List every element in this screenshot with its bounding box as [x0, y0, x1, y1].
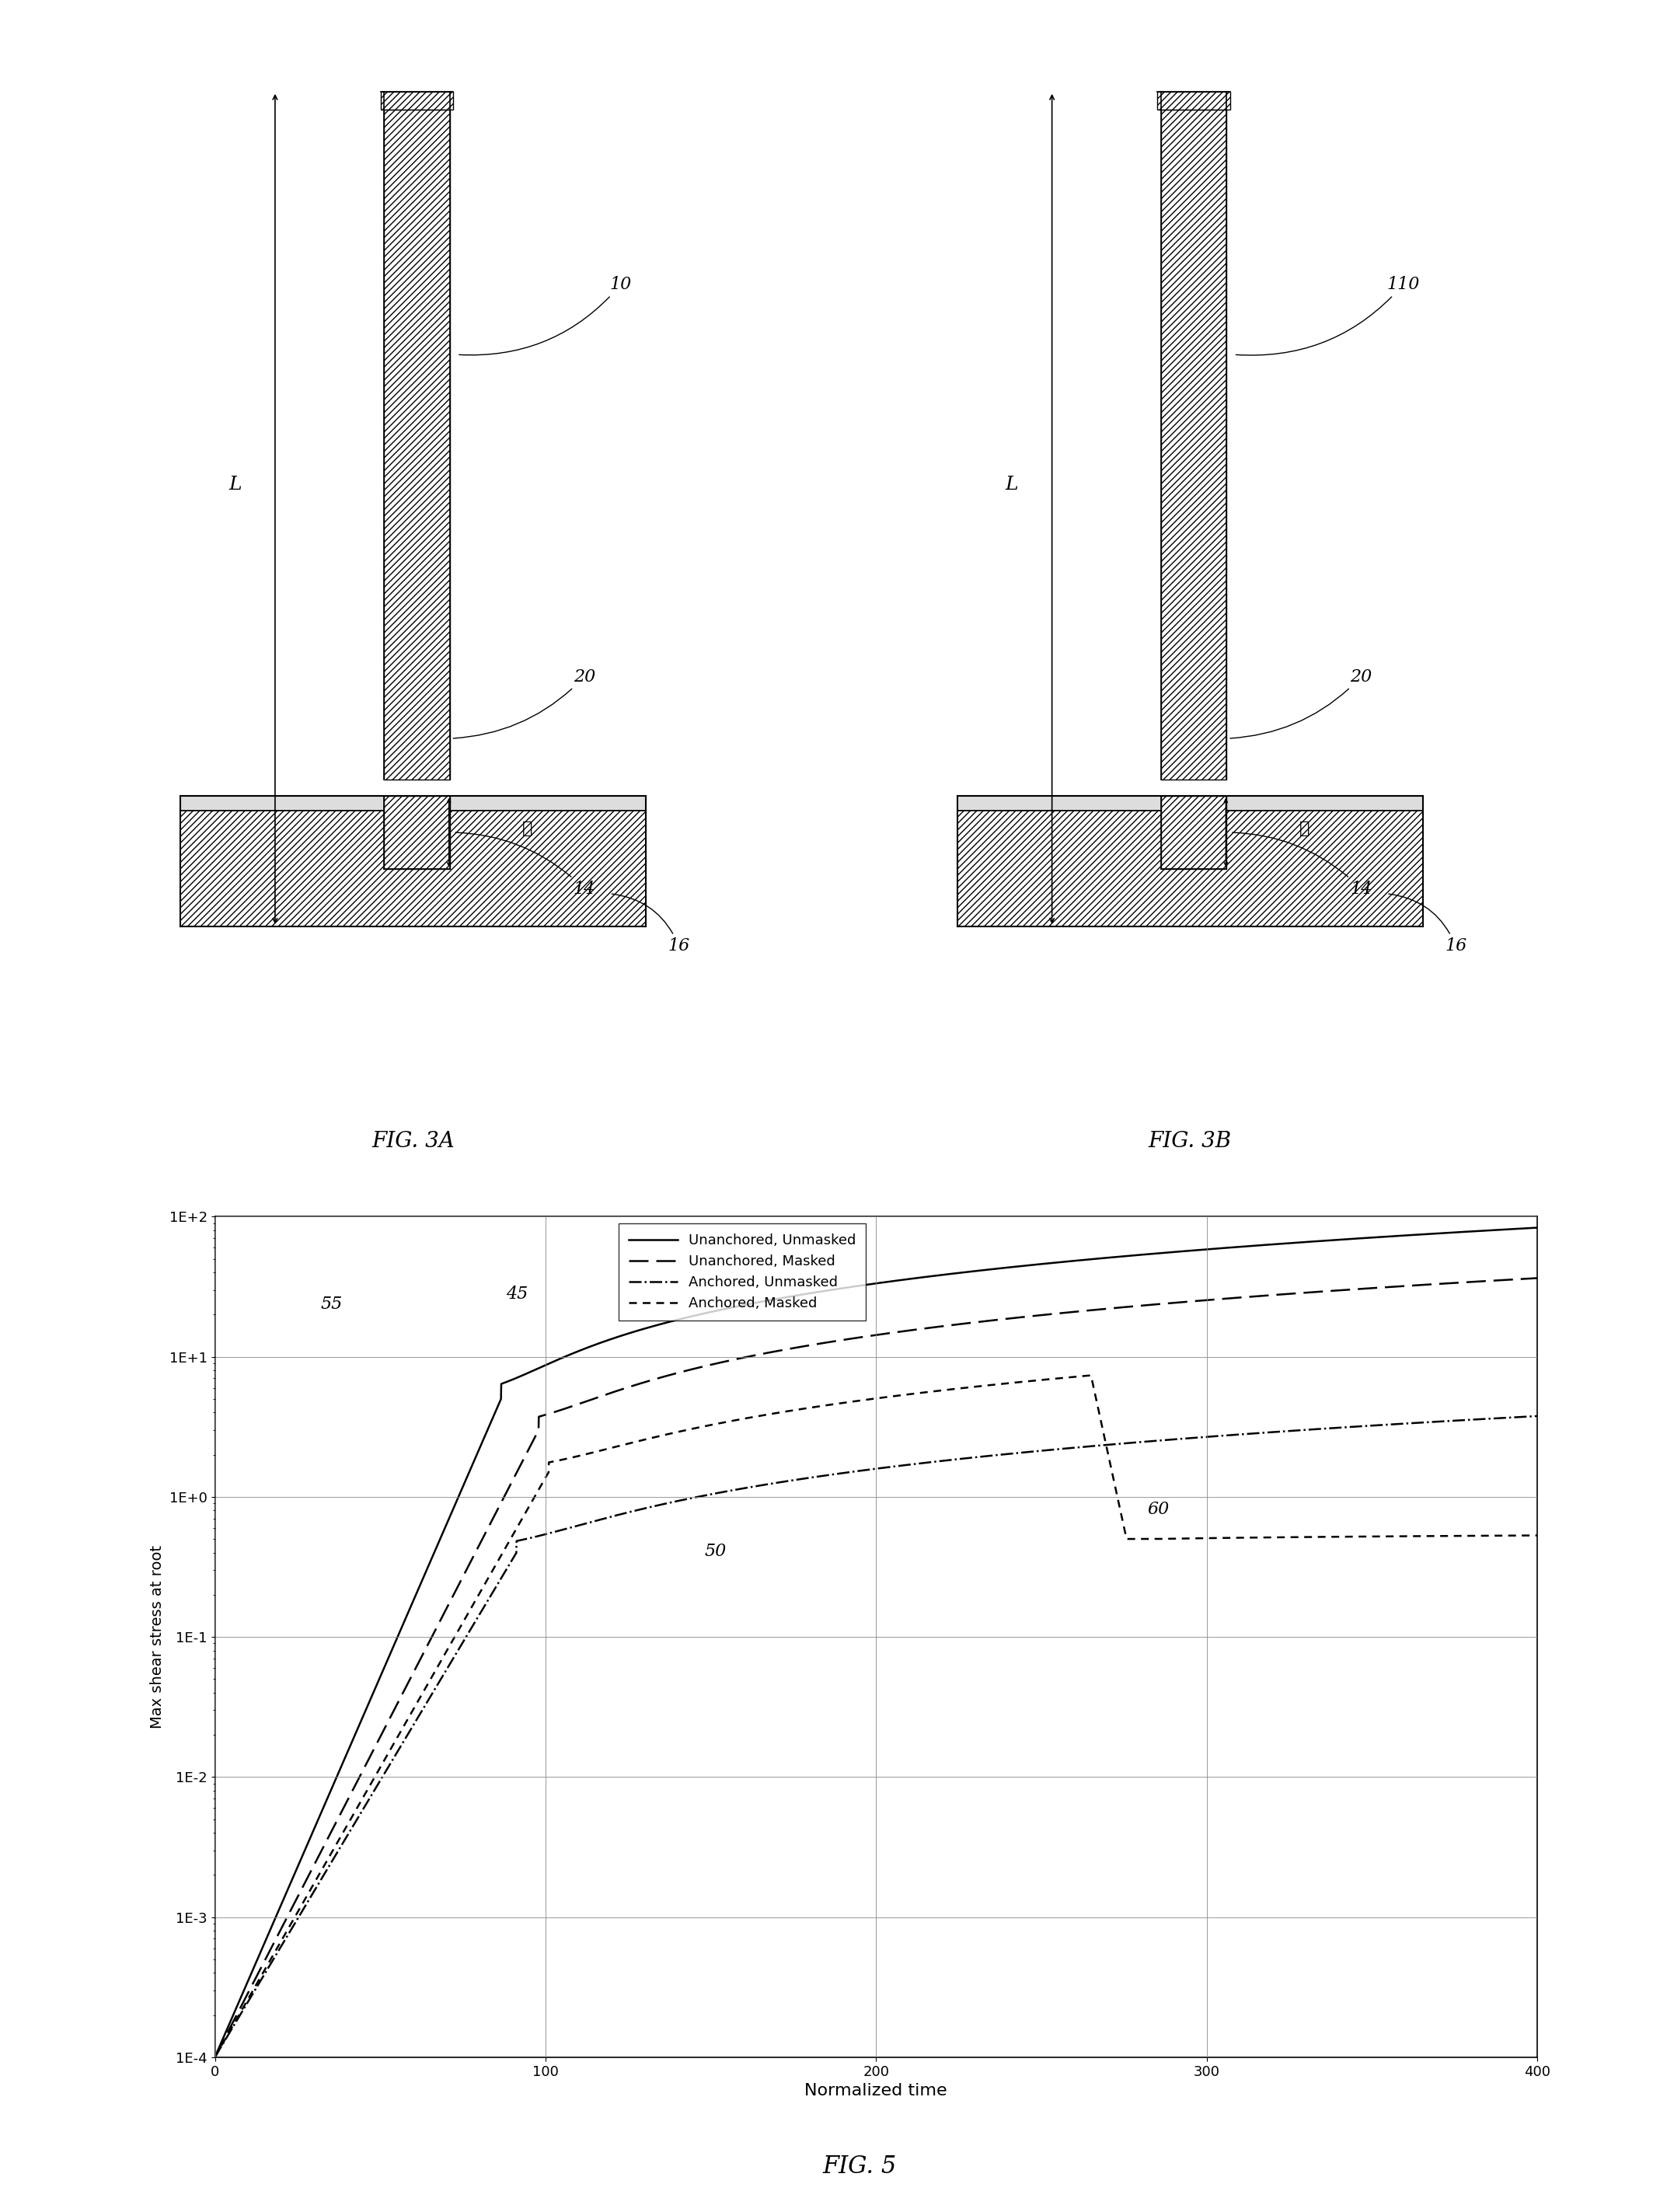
Bar: [383, 796, 450, 869]
Text: FIG. 5: FIG. 5: [823, 2154, 896, 2179]
Text: 10: 10: [460, 276, 631, 356]
Text: 110: 110: [1236, 276, 1420, 356]
Bar: [1160, 111, 1227, 779]
Text: ℓ: ℓ: [522, 821, 532, 836]
Anchored, Masked: [445, 1624, 464, 1650]
Unanchored, Masked: [711, 1349, 731, 1376]
Unanchored, Masked: [1065, 1298, 1084, 1325]
Unanchored, Unmasked: [998, 1254, 1018, 1281]
Anchored, Masked: [1065, 1363, 1084, 1389]
Bar: [383, 111, 450, 779]
Unanchored, Masked: [1293, 1281, 1312, 1307]
Bar: [957, 796, 1423, 810]
Line: Anchored, Masked: Anchored, Masked: [215, 1376, 1537, 2057]
Anchored, Unmasked: [1192, 1425, 1212, 1451]
Anchored, Masked: [205, 2044, 225, 2070]
Text: FIG. 3A: FIG. 3A: [372, 1130, 455, 1152]
Text: 20: 20: [1230, 668, 1372, 739]
Anchored, Unmasked: [445, 1641, 464, 1668]
Text: 20: 20: [453, 668, 595, 739]
Unanchored, Unmasked: [1293, 1230, 1312, 1256]
Anchored, Unmasked: [205, 2044, 225, 2070]
Unanchored, Masked: [1527, 1265, 1547, 1292]
X-axis label: Normalized time: Normalized time: [805, 2084, 947, 2099]
Anchored, Unmasked: [1527, 1402, 1547, 1429]
Bar: [180, 796, 646, 810]
Anchored, Unmasked: [1293, 1418, 1312, 1444]
Text: 16: 16: [1389, 894, 1466, 956]
Unanchored, Unmasked: [205, 2044, 225, 2070]
Text: 60: 60: [1147, 1502, 1169, 1517]
Anchored, Unmasked: [1065, 1433, 1084, 1460]
Text: ℓ: ℓ: [1299, 821, 1309, 836]
Anchored, Masked: [711, 1409, 731, 1436]
Text: 45: 45: [506, 1285, 527, 1303]
Unanchored, Unmasked: [711, 1296, 731, 1323]
Text: FIG. 3B: FIG. 3B: [1149, 1130, 1231, 1152]
Text: 50: 50: [704, 1542, 726, 1559]
Bar: [957, 810, 1423, 927]
Y-axis label: Max shear stress at root: Max shear stress at root: [150, 1546, 165, 1728]
Line: Unanchored, Unmasked: Unanchored, Unmasked: [215, 1228, 1537, 2057]
Text: 16: 16: [612, 894, 689, 956]
Unanchored, Unmasked: [445, 1491, 464, 1517]
Bar: [180, 810, 646, 927]
Anchored, Unmasked: [998, 1440, 1018, 1467]
Text: L: L: [1005, 476, 1018, 493]
Anchored, Masked: [1081, 1363, 1101, 1389]
Text: 14: 14: [456, 832, 595, 898]
Anchored, Masked: [1192, 1524, 1212, 1551]
Line: Anchored, Unmasked: Anchored, Unmasked: [215, 1416, 1537, 2057]
Anchored, Masked: [998, 1369, 1018, 1396]
Unanchored, Unmasked: [1192, 1237, 1212, 1263]
Unanchored, Masked: [445, 1579, 464, 1606]
Text: 55: 55: [321, 1296, 342, 1312]
Unanchored, Unmasked: [1527, 1214, 1547, 1241]
Bar: [380, 91, 453, 111]
Unanchored, Masked: [1192, 1287, 1212, 1314]
Unanchored, Masked: [205, 2044, 225, 2070]
Bar: [1157, 91, 1230, 111]
Unanchored, Masked: [998, 1305, 1018, 1332]
Text: 14: 14: [1233, 832, 1372, 898]
Anchored, Masked: [1293, 1524, 1312, 1551]
Anchored, Masked: [1527, 1522, 1547, 1548]
Unanchored, Unmasked: [1065, 1248, 1084, 1274]
Anchored, Unmasked: [711, 1480, 731, 1506]
Bar: [1160, 796, 1227, 869]
Legend: Unanchored, Unmasked, Unanchored, Masked, Anchored, Unmasked, Anchored, Masked: Unanchored, Unmasked, Unanchored, Masked…: [618, 1223, 866, 1321]
Text: L: L: [228, 476, 241, 493]
Line: Unanchored, Masked: Unanchored, Masked: [215, 1279, 1537, 2057]
